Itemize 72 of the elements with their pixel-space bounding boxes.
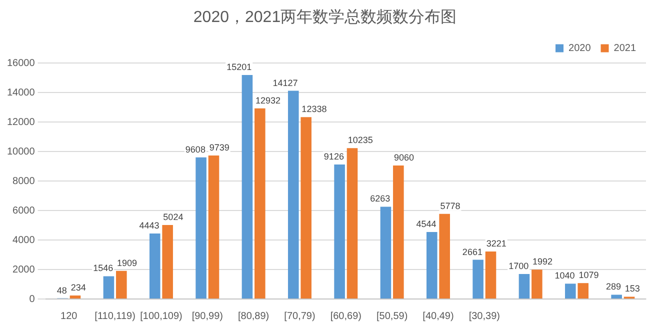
bar: [149, 234, 160, 298]
bar: [288, 90, 299, 298]
data-label: 12338: [302, 104, 327, 114]
x-tick-label: [80,89): [238, 310, 270, 322]
x-tick-label: [90,99): [192, 310, 223, 322]
data-label: 1700: [508, 260, 529, 271]
bar: [334, 164, 345, 298]
y-tick-label: 14000: [6, 87, 36, 98]
bar: [393, 165, 404, 298]
data-label: 4544: [416, 219, 436, 230]
data-label: 15201: [226, 62, 252, 72]
data-label: 1079: [578, 270, 599, 280]
bar: [103, 276, 114, 298]
bar: [254, 108, 266, 298]
bar: [532, 270, 542, 298]
bar: [116, 270, 127, 298]
bar: [380, 206, 392, 298]
bar: [346, 148, 358, 298]
data-label: 9739: [209, 142, 230, 152]
data-label: 4443: [139, 220, 160, 231]
bar: [565, 284, 576, 298]
x-tick-label: [50,59): [376, 310, 408, 322]
y-tick-label: 10000: [6, 146, 36, 158]
data-label: 153: [624, 284, 640, 294]
data-label: 1992: [532, 256, 553, 267]
x-tick-label: [30,39): [468, 310, 500, 322]
data-label: 12932: [256, 95, 281, 106]
bar: [162, 224, 173, 298]
x-tick-label: 120: [60, 310, 78, 322]
chart-title: 2020，2021两年数学总数频数分布图: [193, 8, 457, 26]
y-tick-label: 0: [29, 294, 36, 305]
x-tick-label: [110,119): [94, 310, 136, 322]
y-tick-label: 6000: [12, 205, 36, 216]
y-tick-label: 16000: [6, 58, 36, 69]
data-label: 5778: [440, 200, 460, 211]
data-label: 6263: [370, 194, 390, 204]
y-tick-label: 4000: [12, 234, 36, 246]
data-label: 1546: [93, 263, 114, 274]
x-tick-label: [70,79): [284, 310, 316, 322]
y-tick-label: 12000: [6, 116, 36, 128]
x-tick-label: [40,49): [422, 310, 454, 322]
bar: [611, 294, 622, 298]
bar: [426, 232, 438, 298]
y-tick-label: 2000: [12, 264, 36, 276]
bar: [300, 117, 312, 298]
data-label: 10235: [348, 135, 373, 146]
data-label: 234: [70, 282, 86, 293]
bar: [208, 155, 220, 298]
bar: [472, 260, 484, 298]
data-label: 9126: [324, 151, 344, 162]
x-tick-label: [60,69): [330, 310, 362, 322]
y-tick-label: 8000: [12, 176, 36, 187]
bar: [518, 274, 530, 298]
data-label: 14127: [272, 78, 298, 88]
bar: [439, 214, 450, 298]
bar: [70, 296, 81, 298]
legend-label: 2021: [614, 42, 636, 54]
data-label: 2661: [462, 246, 482, 257]
bar: [242, 74, 253, 298]
data-label: 9608: [185, 144, 206, 154]
bar: [196, 157, 206, 298]
data-label: 289: [606, 282, 621, 292]
data-label: 48: [56, 285, 67, 296]
data-label: 5024: [163, 212, 184, 222]
bar: [485, 252, 496, 298]
data-label: 9060: [394, 152, 414, 162]
legend-label: 2020: [568, 42, 592, 54]
x-tick-label: [100,109): [140, 310, 182, 322]
bar: [578, 283, 588, 298]
data-label: 1909: [117, 258, 138, 268]
data-label: 3221: [486, 238, 506, 249]
data-label: 1040: [554, 270, 575, 281]
